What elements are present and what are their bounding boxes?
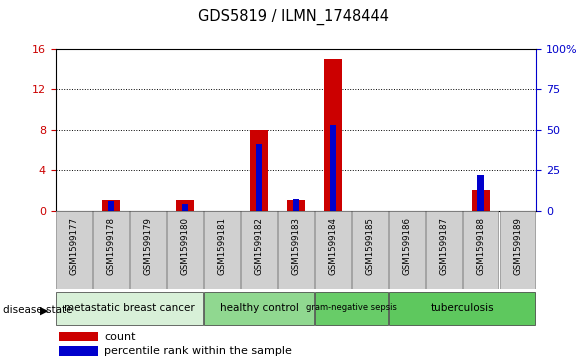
Text: metastatic breast cancer: metastatic breast cancer bbox=[64, 303, 195, 313]
Bar bbox=[287, 200, 305, 211]
Bar bbox=[463, 211, 499, 289]
Text: GSM1599184: GSM1599184 bbox=[328, 217, 338, 275]
Text: GSM1599182: GSM1599182 bbox=[254, 217, 264, 275]
Text: GSM1599177: GSM1599177 bbox=[70, 217, 79, 275]
Bar bbox=[389, 211, 425, 289]
Text: percentile rank within the sample: percentile rank within the sample bbox=[104, 346, 292, 356]
Bar bbox=[500, 211, 536, 289]
Bar bbox=[93, 211, 129, 289]
Bar bbox=[329, 125, 336, 211]
Bar bbox=[426, 211, 462, 289]
Bar bbox=[278, 211, 314, 289]
Bar bbox=[205, 292, 314, 325]
Text: healthy control: healthy control bbox=[220, 303, 298, 313]
Bar bbox=[241, 211, 277, 289]
Bar bbox=[205, 211, 240, 289]
Text: GSM1599185: GSM1599185 bbox=[365, 217, 374, 275]
Text: GSM1599180: GSM1599180 bbox=[180, 217, 189, 275]
Bar bbox=[292, 199, 299, 211]
Bar bbox=[130, 211, 166, 289]
Text: GSM1599181: GSM1599181 bbox=[217, 217, 227, 275]
Text: ▶: ▶ bbox=[39, 305, 48, 315]
Text: gram-negative sepsis: gram-negative sepsis bbox=[306, 303, 397, 312]
Bar bbox=[56, 211, 92, 289]
Text: GSM1599186: GSM1599186 bbox=[403, 217, 411, 275]
Bar bbox=[389, 292, 536, 325]
Bar bbox=[167, 211, 203, 289]
Bar bbox=[182, 204, 188, 211]
Bar bbox=[315, 211, 350, 289]
Bar bbox=[102, 200, 120, 211]
Bar bbox=[315, 292, 387, 325]
Text: count: count bbox=[104, 331, 135, 342]
Bar bbox=[108, 201, 114, 211]
Bar bbox=[255, 144, 263, 211]
Bar bbox=[59, 346, 97, 356]
Bar bbox=[176, 200, 195, 211]
Text: disease state: disease state bbox=[3, 305, 73, 315]
Bar bbox=[250, 130, 268, 211]
Text: GSM1599183: GSM1599183 bbox=[291, 217, 301, 275]
Text: GSM1599189: GSM1599189 bbox=[513, 217, 522, 275]
Bar bbox=[59, 332, 97, 342]
Text: GDS5819 / ILMN_1748444: GDS5819 / ILMN_1748444 bbox=[197, 9, 389, 25]
Bar bbox=[352, 211, 387, 289]
Text: GSM1599178: GSM1599178 bbox=[107, 217, 115, 275]
Bar bbox=[56, 292, 203, 325]
Text: GSM1599188: GSM1599188 bbox=[476, 217, 485, 275]
Bar bbox=[323, 59, 342, 211]
Text: GSM1599179: GSM1599179 bbox=[144, 217, 152, 275]
Text: GSM1599187: GSM1599187 bbox=[440, 217, 448, 275]
Bar bbox=[478, 175, 484, 211]
Text: tuberculosis: tuberculosis bbox=[431, 303, 494, 313]
Bar bbox=[472, 190, 490, 211]
